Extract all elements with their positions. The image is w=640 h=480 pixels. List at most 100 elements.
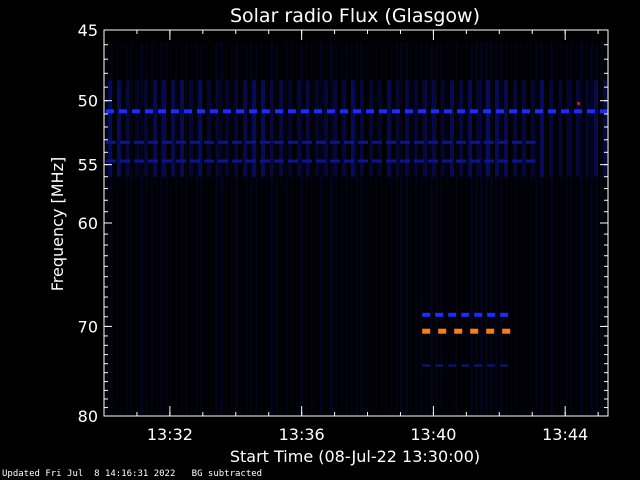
noise-column [195, 42, 198, 414]
noise-column [440, 42, 443, 414]
noise-column [345, 42, 348, 414]
noise-column [243, 80, 247, 177]
emission-band [262, 109, 270, 114]
noise-column [144, 80, 148, 177]
emission-band [535, 109, 543, 114]
emission-band [435, 312, 444, 317]
emission-band [119, 109, 127, 114]
emission-band [236, 109, 244, 114]
emission-band [358, 140, 368, 144]
noise-column [125, 42, 128, 414]
noise-column [585, 80, 589, 177]
y-tick-label: 50 [78, 92, 98, 111]
noise-column [475, 42, 478, 414]
emission-band [470, 159, 480, 163]
noise-column [495, 80, 499, 177]
noise-column [306, 80, 310, 177]
emission-band [148, 159, 158, 163]
noise-column [155, 42, 158, 414]
noise-column [555, 42, 558, 414]
emission-band [106, 140, 116, 144]
emission-band-strong [438, 328, 447, 334]
noise-column [530, 42, 533, 414]
emission-band [204, 140, 214, 144]
emission-band [274, 159, 284, 163]
chart-title: Solar radio Flux (Glasgow) [230, 5, 480, 27]
y-tick-label: 80 [78, 407, 98, 426]
noise-column [275, 42, 278, 414]
noise-column [150, 42, 153, 414]
emission-band [498, 159, 508, 163]
noise-column [117, 80, 121, 177]
noise-column [342, 80, 346, 177]
noise-column [170, 42, 173, 414]
noise-column [430, 42, 433, 414]
noise-column [288, 80, 292, 177]
emission-band [246, 140, 256, 144]
noise-column [290, 42, 293, 414]
emission-band-strong [470, 328, 479, 334]
emission-band [442, 140, 452, 144]
noise-column [126, 80, 130, 177]
noise-column [540, 42, 543, 414]
emission-band [288, 140, 298, 144]
emission-band [249, 109, 257, 114]
emission-band [330, 159, 340, 163]
noise-column [477, 80, 481, 177]
noise-column [130, 42, 133, 414]
noise-column [115, 42, 118, 414]
noise-column [210, 42, 213, 414]
emission-band [358, 159, 368, 163]
noise-column [360, 42, 363, 414]
noise-column [414, 80, 418, 177]
noise-column [310, 42, 313, 414]
noise-column [315, 42, 318, 414]
emission-band [461, 364, 470, 367]
noise-column [525, 42, 528, 414]
noise-column [520, 42, 523, 414]
emission-band [204, 159, 214, 163]
noise-column [531, 80, 535, 177]
emission-band [184, 109, 192, 114]
emission-band [444, 109, 452, 114]
emission-band [372, 140, 382, 144]
noise-column [455, 42, 458, 414]
emission-band [190, 140, 200, 144]
noise-column [594, 80, 598, 177]
noise-column [180, 80, 184, 177]
noise-column [207, 80, 211, 177]
noise-column [485, 42, 488, 414]
emission-band [246, 159, 256, 163]
x-axis: 13:32 13:36 13:40 13:44 [103, 30, 599, 444]
noise-column [378, 80, 382, 177]
emission-band [223, 109, 231, 114]
emission-band [316, 140, 326, 144]
emission-band [400, 159, 410, 163]
emission-band [509, 109, 517, 114]
emission-band [522, 109, 530, 114]
noise-column [185, 42, 188, 414]
emission-band [344, 159, 354, 163]
noise-column [255, 42, 258, 414]
noise-column [441, 80, 445, 177]
emission-band [344, 140, 354, 144]
emission-band [498, 140, 508, 144]
emission-band [457, 109, 465, 114]
noise-column [225, 42, 228, 414]
emission-band [158, 109, 166, 114]
noise-column [405, 42, 408, 414]
emission-band [526, 159, 536, 163]
emission-band [210, 109, 218, 114]
emission-band [442, 159, 452, 163]
noise-column [545, 42, 548, 414]
emission-band [340, 109, 348, 114]
noise-column [215, 42, 218, 414]
noise-column [415, 42, 418, 414]
emission-band [496, 109, 504, 114]
noise-column [380, 42, 383, 414]
noise-column [315, 80, 319, 177]
emission-band [470, 140, 480, 144]
noise-column [405, 80, 409, 177]
emission-band [260, 159, 270, 163]
emission-band [330, 140, 340, 144]
